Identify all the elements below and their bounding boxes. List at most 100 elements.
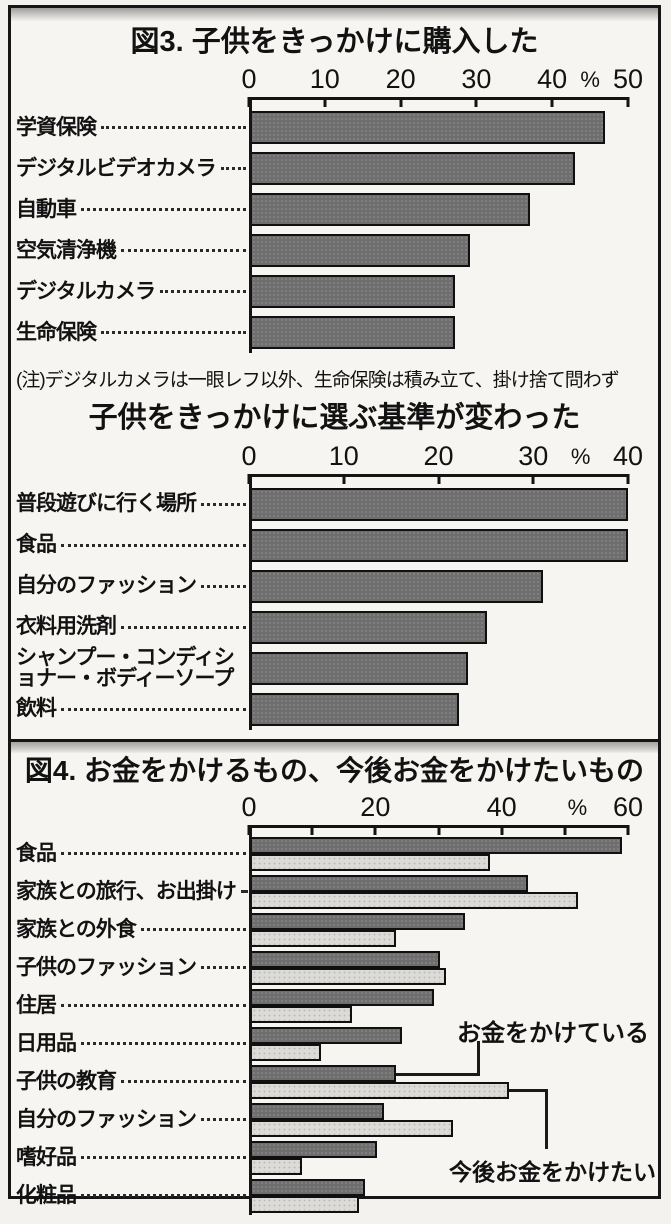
axis-tick-mark — [550, 97, 554, 108]
axis-line-fig3b: 0 10 20 30 40% — [241, 438, 643, 484]
axis-tick-mark — [373, 824, 377, 835]
category-label: 自分のファッション — [16, 574, 197, 598]
axis-tick-label: 10 — [328, 440, 359, 471]
dotted-leader — [220, 167, 246, 171]
bar-current — [252, 912, 466, 930]
axis-tick-label: 10 — [309, 64, 340, 95]
dotted-leader — [81, 1042, 246, 1046]
bar-future — [252, 1005, 353, 1023]
fig4-spending-chart: 0 20 40 60% 食品 家族との旅行、お出掛け 家族との外食 子供のファッション 住居 日用… — [11, 789, 658, 1224]
bar — [252, 316, 456, 350]
category-label-cell: 自動車 — [11, 199, 249, 221]
category-label-cell: 子供の教育 — [11, 1070, 249, 1094]
category-label-cell: シャンプー・コンディショナー・ボディーソープ — [11, 647, 249, 690]
bar — [252, 487, 628, 521]
category-label: 食品 — [16, 533, 57, 557]
bar-future — [252, 929, 397, 947]
axis-spacer — [11, 438, 249, 477]
axis-line-fig3: 0 10 20 30 40 50% — [241, 61, 643, 108]
dotted-leader — [61, 852, 246, 856]
axis-tick-label: 40 — [486, 791, 517, 822]
bar — [252, 234, 471, 268]
axis-tick-mark — [563, 824, 567, 835]
fig3-title: 図3. 子供をきっかけに購入した — [130, 26, 539, 58]
axis-tick-mark — [310, 824, 314, 835]
axis-tick-label: 40 — [537, 64, 568, 95]
bar-cell — [252, 988, 628, 1023]
dotted-leader — [121, 1080, 246, 1084]
axis-line-fig4: 0 20 40 60% — [241, 789, 643, 835]
chart-row: デジタルビデオカメラ — [11, 148, 658, 189]
axis-tick-mark — [437, 473, 440, 484]
axis-percent-sign: % — [580, 67, 600, 93]
axis-tick-mark — [342, 473, 346, 484]
chart-row: 衣料用洗剤 — [11, 607, 658, 648]
axis-tick-mark — [531, 473, 535, 484]
axis-tick-label: 0 — [241, 64, 257, 95]
dotted-leader — [101, 331, 246, 335]
category-label: 飲料 — [16, 697, 57, 721]
category-label: 化粧品 — [16, 1184, 77, 1208]
dotted-leader — [81, 208, 246, 212]
category-label: 普段遊びに行く場所 — [16, 492, 197, 516]
category-label-cell: デジタルカメラ — [11, 281, 249, 303]
bar-cell — [252, 610, 628, 644]
bar-rows-fig3b: 普段遊びに行く場所 食品自分のファッション 衣料用洗剤シャンプー・コンディショナー・… — [11, 476, 658, 739]
bar — [252, 692, 459, 726]
category-label: 生命保険 — [16, 321, 97, 345]
bar — [252, 569, 544, 603]
bar-future — [252, 1081, 509, 1099]
category-label-cell: 衣料用洗剤 — [11, 615, 249, 639]
dotted-leader — [240, 890, 246, 894]
dotted-leader — [201, 584, 246, 588]
chart-row: 住居 — [11, 987, 658, 1025]
bar-future — [252, 967, 447, 985]
axis-tick-label: 0 — [241, 440, 257, 471]
dotted-leader — [201, 502, 246, 506]
axis-tick-label: 60 — [612, 791, 644, 822]
fig3-purchase-chart: 0 10 20 30 40 50% 学資保険 デジタルビデオカメラ 自動車 空気清浄機 デジタルカメ… — [11, 61, 658, 362]
dotted-leader — [159, 290, 246, 294]
chart-row: 嗜好品 — [11, 1139, 658, 1177]
bar-current — [252, 1178, 365, 1196]
bar-current — [252, 1140, 378, 1158]
bar-rows-fig4: 食品 家族との旅行、お出掛け 家族との外食 子供のファッション 住居 日用品 子供の教育 自分… — [11, 827, 658, 1224]
dotted-leader — [140, 928, 246, 932]
bar — [252, 651, 469, 685]
category-label-cell: 生命保険 — [11, 321, 249, 345]
bar-cell — [252, 234, 628, 268]
chart-row: シャンプー・コンディショナー・ボディーソープ — [11, 647, 658, 690]
figure-frame: 図3. 子供をきっかけに購入した 0 10 20 30 40 50% 学資保険 デジタルビデオ… — [8, 5, 661, 1215]
category-label: 学資保険 — [16, 116, 97, 140]
bar-cell — [252, 836, 628, 871]
legend-future-label: 今後お金をかけたい — [449, 1158, 656, 1185]
panel-fig3: 図3. 子供をきっかけに購入した 0 10 20 30 40 50% 学資保険 デジタルビデオ… — [11, 8, 658, 742]
axis-tick-mark — [626, 473, 630, 484]
bar-current — [252, 988, 434, 1006]
bar-cell — [252, 487, 628, 521]
bar-cell — [252, 950, 628, 985]
callout-line-current-vertical — [477, 1040, 480, 1076]
category-label: シャンプー・コンディショナー・ボディーソープ — [16, 645, 235, 691]
axis-spacer — [11, 789, 249, 828]
axis-fig3: 0 10 20 30 40 50% — [11, 61, 658, 108]
axis-percent-sign: % — [567, 794, 588, 820]
chart-row: 子供の教育 — [11, 1063, 658, 1101]
chart-row: 日用品 — [11, 1025, 658, 1063]
bar — [252, 111, 606, 145]
category-label: 嗜好品 — [16, 1146, 77, 1170]
chart-row: 家族との外食 — [11, 911, 658, 949]
category-label: 食品 — [16, 842, 57, 866]
bar — [252, 528, 628, 562]
callout-line-future-horizontal — [508, 1088, 548, 1092]
bar — [252, 152, 576, 186]
chart-row: 生命保険 — [11, 312, 658, 353]
category-label: 衣料用洗剤 — [16, 615, 117, 639]
axis-tick-label: 40 — [612, 440, 644, 471]
category-label: 自分のファッション — [16, 1108, 197, 1132]
category-label: 子供の教育 — [16, 1070, 117, 1094]
axis-tick-label: 30 — [518, 440, 549, 471]
category-label-cell: 日用品 — [11, 1033, 249, 1055]
bar-cell — [252, 1140, 628, 1175]
bar — [252, 193, 531, 227]
